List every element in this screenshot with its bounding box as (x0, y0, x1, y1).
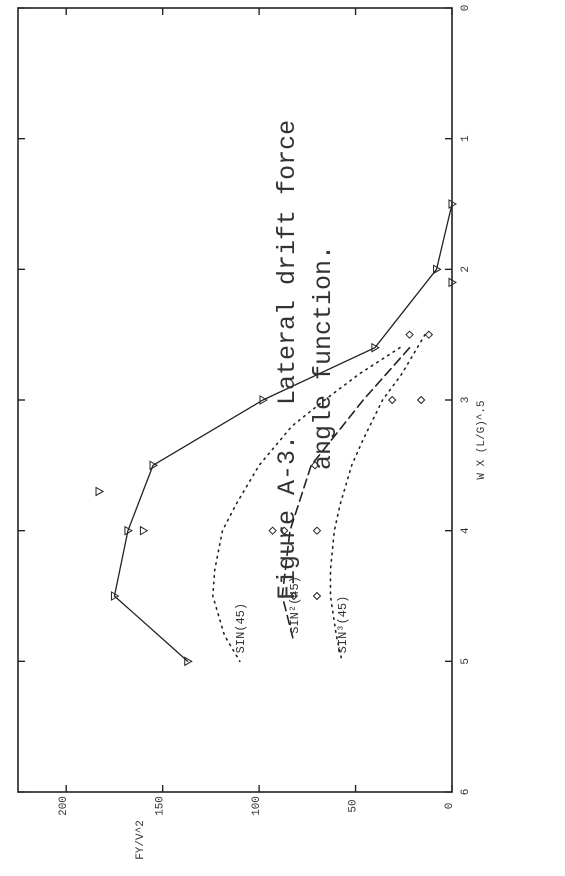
series-line-3 (281, 346, 411, 643)
x-tick-label: 1 (460, 135, 472, 142)
scatter-point (424, 330, 434, 339)
plot-frame (17, 7, 453, 793)
y-tick-label: 200 (58, 796, 70, 816)
x-axis-label: W X (L/G)^.5 (476, 400, 488, 479)
series-point (124, 525, 133, 536)
scatter-point (312, 526, 322, 535)
scatter-point (387, 395, 397, 405)
series-line-1 (113, 203, 453, 662)
scatter-point (312, 591, 322, 601)
series-line-2 (212, 346, 401, 663)
series-point (184, 656, 193, 667)
series-lines (113, 203, 453, 663)
scatter-point (268, 526, 277, 535)
scatter-point (405, 330, 414, 339)
series-point (110, 591, 120, 601)
axis-ticks (18, 7, 453, 793)
y-tick-label: 50 (348, 799, 360, 812)
series-point (433, 264, 442, 275)
x-tick-label: 4 (460, 527, 472, 534)
scatter-point (279, 526, 289, 535)
x-tick-label: 6 (460, 789, 472, 796)
scatter-point (289, 591, 299, 601)
series-labels: SIN(45) SIN²(45) SIN³(45) (234, 576, 350, 653)
y-tick-label: 150 (155, 796, 167, 816)
figure-caption: Figure A-3. Lateral drift force angle fu… (270, 0, 342, 600)
series-point (259, 395, 268, 405)
series-label-2: SIN(45) (234, 603, 248, 653)
caption-line-2: angle function. (309, 244, 338, 470)
scatter-point (448, 277, 458, 288)
scatter-point (416, 395, 426, 405)
series-point (371, 342, 380, 353)
x-tick-label: 0 (460, 5, 472, 12)
y-tick-label: 0 (444, 803, 456, 810)
x-tick-label: 2 (460, 266, 472, 273)
series-label-3: SIN²(45) (288, 576, 302, 634)
y-tick-label: 100 (251, 796, 263, 816)
series-point (448, 199, 458, 209)
data-markers (95, 199, 458, 667)
plot-area (17, 7, 453, 793)
series-point (149, 460, 159, 471)
x-tick-label: 3 (460, 397, 472, 404)
caption-line-1: Figure A-3. Lateral drift force (273, 119, 302, 600)
scatter-point (95, 486, 105, 497)
y-axis-label: FY/V^2 (135, 820, 147, 860)
series-line-4 (329, 333, 426, 663)
scatter-point (310, 461, 320, 470)
scatter-point (139, 525, 149, 536)
series-label-4: SIN³(45) (336, 596, 350, 654)
x-tick-label: 5 (460, 658, 472, 665)
